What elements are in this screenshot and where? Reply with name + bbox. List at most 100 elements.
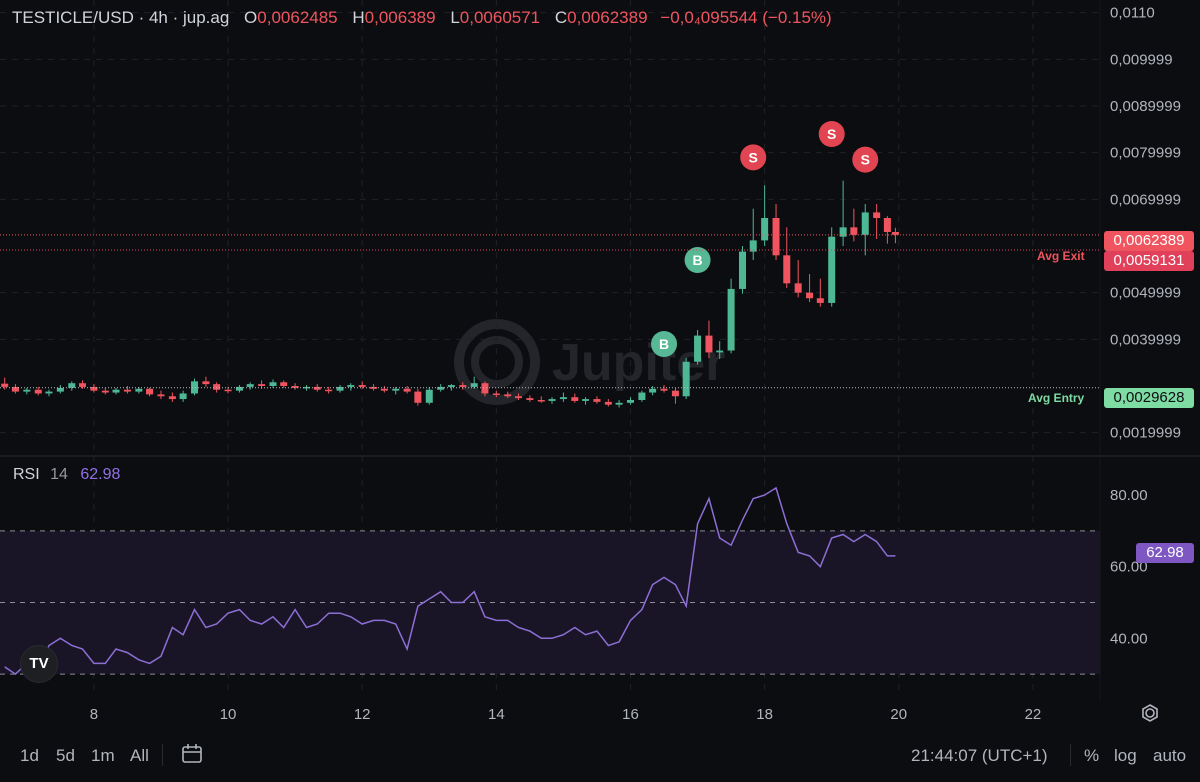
candle-body[interactable]	[280, 382, 288, 386]
candle-body[interactable]	[34, 389, 42, 394]
candle-body[interactable]	[437, 386, 445, 390]
candle-body[interactable]	[425, 389, 433, 403]
range-5d[interactable]: 5d	[56, 746, 75, 765]
candle-body[interactable]	[548, 399, 556, 401]
candle-body[interactable]	[716, 350, 724, 353]
candle-body[interactable]	[559, 397, 567, 400]
candle-body[interactable]	[291, 386, 299, 388]
candle-body[interactable]	[694, 335, 702, 362]
candle-body[interactable]	[626, 400, 634, 403]
candle-body[interactable]	[235, 386, 243, 391]
candle-body[interactable]	[739, 251, 746, 289]
candle-body[interactable]	[269, 382, 277, 386]
candle-body[interactable]	[660, 388, 668, 391]
candle-body[interactable]	[258, 384, 266, 386]
candle-body[interactable]	[313, 386, 321, 390]
candle-body[interactable]	[828, 236, 836, 303]
candle-body[interactable]	[123, 389, 131, 392]
candle-body[interactable]	[883, 218, 891, 232]
trade-signals[interactable]: B B S S S	[651, 121, 879, 357]
symbol-label[interactable]: TESTICLE/USD · 4h · jup.ag	[12, 8, 230, 27]
candle-body[interactable]	[749, 240, 757, 252]
candle-body[interactable]	[772, 218, 780, 256]
candle-body[interactable]	[246, 384, 254, 387]
candle-body[interactable]	[850, 227, 858, 235]
candle-body[interactable]	[861, 212, 869, 235]
candle-body[interactable]	[839, 227, 847, 237]
candle-body[interactable]	[571, 397, 579, 401]
candle-body[interactable]	[112, 389, 120, 393]
candle-body[interactable]	[526, 398, 534, 400]
candle-body[interactable]	[380, 388, 388, 391]
candle-body[interactable]	[806, 292, 814, 299]
candle-body[interactable]	[582, 399, 590, 401]
candle-body[interactable]	[202, 381, 210, 385]
candle-body[interactable]	[783, 255, 791, 284]
candle-body[interactable]	[79, 383, 86, 387]
candle-body[interactable]	[336, 386, 344, 391]
candle-body[interactable]	[414, 391, 422, 403]
sell-signal-marker[interactable]	[852, 146, 879, 173]
candle-body[interactable]	[191, 381, 199, 394]
range-1m[interactable]: 1m	[91, 746, 115, 765]
clock-label[interactable]: 21:44:07 (UTC+1)	[911, 746, 1048, 765]
candle-body[interactable]	[157, 394, 165, 397]
candle-body[interactable]	[682, 361, 690, 397]
candle-body[interactable]	[593, 399, 601, 402]
candle-body[interactable]	[135, 388, 143, 392]
candle-body[interactable]	[671, 390, 679, 397]
sell-signal-marker[interactable]	[740, 144, 767, 171]
candle-body[interactable]	[146, 388, 154, 395]
candle-body[interactable]	[370, 386, 378, 389]
candle-body[interactable]	[392, 388, 400, 391]
candle-body[interactable]	[224, 389, 232, 392]
candle-body[interactable]	[705, 335, 713, 353]
candle-body[interactable]	[347, 385, 355, 387]
candle-body[interactable]	[816, 298, 824, 303]
candles[interactable]	[1, 180, 899, 408]
candle-body[interactable]	[761, 218, 769, 241]
date-range-icon[interactable]	[180, 742, 204, 771]
candle-body[interactable]	[604, 401, 612, 405]
candle-body[interactable]	[649, 388, 657, 393]
candle-body[interactable]	[101, 390, 109, 393]
rsi-header[interactable]: RSI 14 62.98	[13, 466, 120, 484]
candle-body[interactable]	[794, 283, 802, 293]
auto-toggle[interactable]: auto	[1153, 746, 1187, 765]
candle-body[interactable]	[727, 288, 735, 351]
candle-body[interactable]	[481, 383, 489, 394]
percent-toggle[interactable]: %	[1084, 746, 1100, 765]
candle-body[interactable]	[23, 389, 31, 392]
candle-body[interactable]	[403, 388, 411, 392]
buy-signal-marker[interactable]	[651, 331, 678, 357]
candle-body[interactable]	[45, 391, 53, 394]
log-toggle[interactable]: log	[1114, 746, 1137, 765]
candle-body[interactable]	[56, 387, 64, 392]
candle-body[interactable]	[213, 384, 221, 390]
candle-body[interactable]	[179, 393, 187, 400]
settings-icon[interactable]	[1140, 703, 1160, 723]
tradingview-logo[interactable]: TV	[20, 645, 58, 683]
sell-signal-marker[interactable]	[818, 121, 845, 147]
candle-body[interactable]	[492, 393, 500, 395]
candle-body[interactable]	[447, 385, 455, 387]
candle-body[interactable]	[90, 386, 98, 391]
candle-body[interactable]	[470, 383, 478, 387]
candle-body[interactable]	[873, 212, 881, 218]
candle-body[interactable]	[168, 396, 176, 400]
candle-body[interactable]	[891, 232, 899, 235]
candle-body[interactable]	[358, 385, 366, 387]
candle-body[interactable]	[504, 394, 512, 397]
candle-body[interactable]	[615, 402, 623, 405]
candle-body[interactable]	[11, 386, 19, 392]
candle-body[interactable]	[68, 383, 76, 388]
candle-body[interactable]	[537, 400, 545, 402]
range-all[interactable]: All	[130, 746, 149, 765]
candle-body[interactable]	[638, 392, 646, 400]
candle-body[interactable]	[1, 383, 9, 387]
candle-body[interactable]	[325, 389, 333, 392]
buy-signal-marker[interactable]	[684, 247, 711, 273]
candle-body[interactable]	[459, 385, 467, 387]
range-1d[interactable]: 1d	[20, 746, 39, 765]
